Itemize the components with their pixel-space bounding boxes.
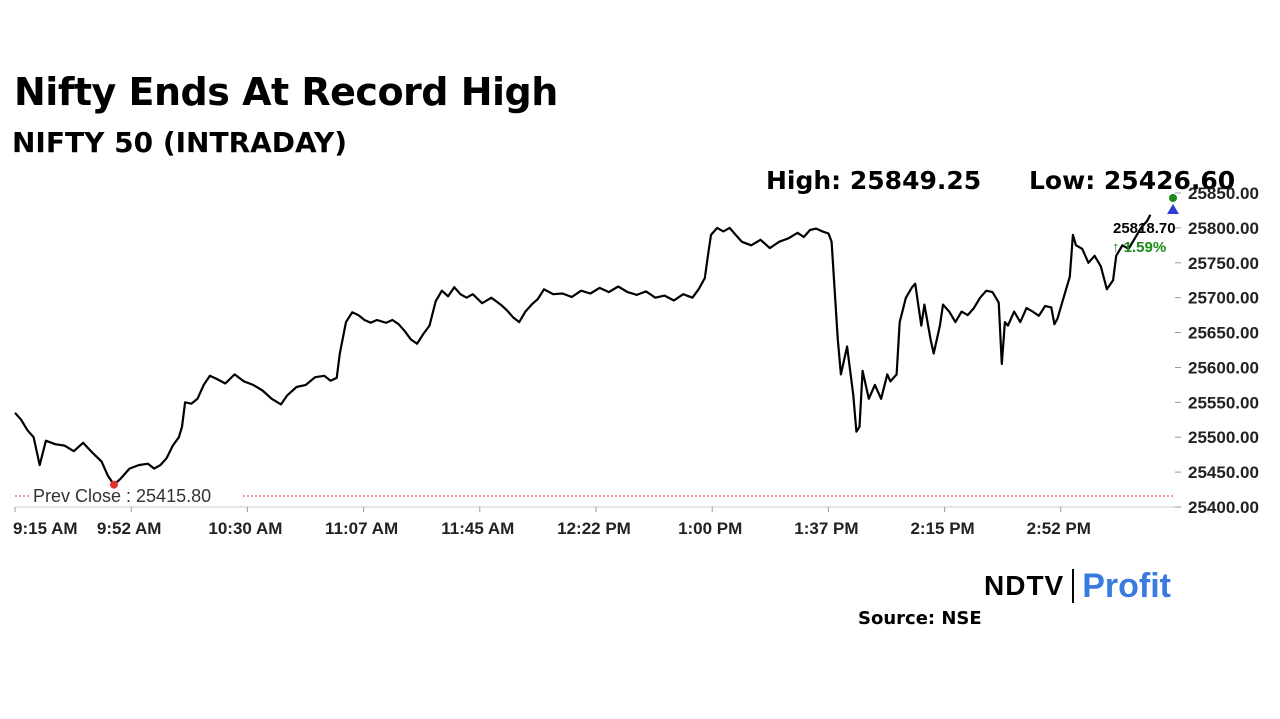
prev-close-label-bg xyxy=(30,485,242,506)
y-tick-label: 25800.00 xyxy=(1188,219,1259,238)
y-tick-label: 25850.00 xyxy=(1188,184,1259,203)
x-tick-label: 11:07 AM xyxy=(325,519,398,538)
x-tick-label: 9:15 AM xyxy=(13,519,78,538)
x-tick-label: 9:52 AM xyxy=(97,519,162,538)
chart-subtitle: NIFTY 50 (INTRADAY) xyxy=(12,126,348,159)
logo-divider xyxy=(1072,569,1075,603)
x-tick-label: 2:15 PM xyxy=(910,519,974,538)
day-low-marker xyxy=(109,480,118,489)
y-tick-label: 25500.00 xyxy=(1188,428,1259,447)
x-tick-label: 10:30 AM xyxy=(208,519,282,538)
y-tick-label: 25750.00 xyxy=(1188,254,1259,273)
y-tick-label: 25400.00 xyxy=(1188,498,1259,517)
y-tick-label: 25600.00 xyxy=(1188,358,1259,377)
x-tick-label: 12:22 PM xyxy=(557,519,631,538)
x-tick-label: 1:37 PM xyxy=(794,519,858,538)
source-note: Source: NSE xyxy=(858,608,982,629)
day-high-marker xyxy=(1169,194,1177,202)
x-tick-label: 1:00 PM xyxy=(678,519,742,538)
last-value-label: 25818.70 xyxy=(1113,220,1176,237)
chart-title: Nifty Ends At Record High xyxy=(14,70,558,114)
x-tick-label: 2:52 PM xyxy=(1027,519,1091,538)
y-tick-label: 25650.00 xyxy=(1188,324,1259,343)
day-low-label: Low: 25426.60 xyxy=(1029,166,1236,195)
y-tick-label: 25700.00 xyxy=(1188,289,1259,308)
x-tick-label: 11:45 AM xyxy=(441,519,514,538)
change-percent-label: ↑ 1.59% xyxy=(1112,239,1166,256)
y-tick-label: 25450.00 xyxy=(1188,463,1259,482)
last-price-marker xyxy=(1167,204,1179,214)
day-high-label: High: 25849.25 xyxy=(766,166,982,195)
nifty-price-line xyxy=(14,214,1152,486)
logo-profit-text: Profit xyxy=(1082,566,1172,605)
logo-ndtv-text: NDTV xyxy=(984,570,1065,601)
ndtv-profit-logo: NDTV Profit xyxy=(984,566,1171,606)
y-tick-label: 25550.00 xyxy=(1188,393,1259,412)
prev-close-label: Prev Close : 25415.80 xyxy=(33,486,211,506)
